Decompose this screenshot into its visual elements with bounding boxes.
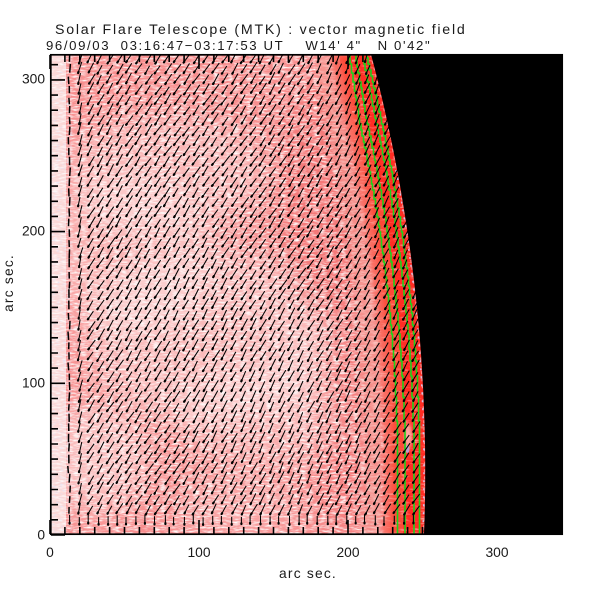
- svg-text:200: 200: [336, 545, 359, 560]
- svg-text:300: 300: [485, 545, 508, 560]
- svg-text:Solar Flare Telescope (MTK) :: Solar Flare Telescope (MTK) : vector mag…: [55, 22, 466, 38]
- svg-text:0: 0: [37, 528, 45, 543]
- svg-text:100: 100: [22, 376, 45, 391]
- svg-text:0: 0: [46, 545, 54, 560]
- svg-text:96/09/03 03:16:47−03:17:53 UT: 96/09/03 03:16:47−03:17:53 UT W14' 4" N …: [46, 38, 431, 53]
- svg-text:100: 100: [187, 545, 210, 560]
- svg-text:300: 300: [22, 72, 45, 87]
- svg-text:arc sec.: arc sec.: [279, 566, 337, 581]
- svg-text:200: 200: [22, 224, 45, 239]
- svg-text:arc sec.: arc sec.: [1, 254, 16, 312]
